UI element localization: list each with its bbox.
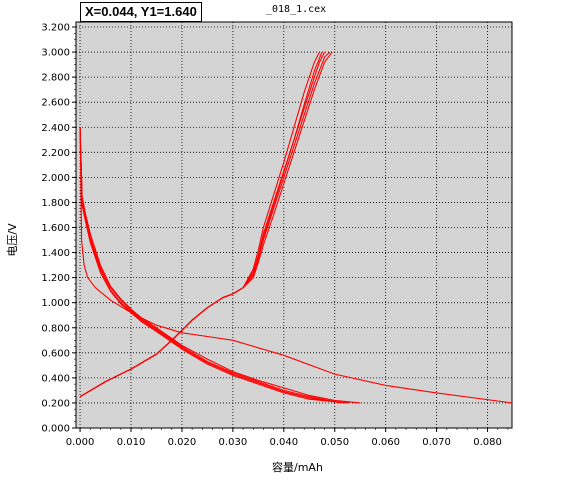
y-tick-label: 0.200 bbox=[41, 398, 70, 409]
axes: 0.000 0.010 0.020 0.030 0.040 0.050 0.060 0.070… bbox=[41, 23, 509, 448]
y-tick-label: 2.200 bbox=[41, 148, 70, 159]
y-tick-label: 0.800 bbox=[41, 323, 70, 334]
series-line-3 bbox=[79, 127, 351, 404]
y-tick-label: 1.800 bbox=[41, 198, 70, 209]
x-tick-label: 0.060 bbox=[371, 437, 400, 448]
series-line-4 bbox=[79, 127, 345, 404]
y-tick-label: 2.400 bbox=[41, 123, 70, 134]
grid-lines bbox=[76, 22, 512, 429]
x-tick-label: 0.030 bbox=[219, 437, 248, 448]
series-layer bbox=[79, 51, 513, 404]
series-line-5 bbox=[79, 127, 340, 404]
x-tick-label: 0.010 bbox=[117, 437, 146, 448]
y-tick-label: 1.400 bbox=[41, 248, 70, 259]
x-tick-label: 0.000 bbox=[66, 437, 95, 448]
y-tick-label: 2.600 bbox=[41, 98, 70, 109]
cursor-readout: X=0.044, Y1=1.640 bbox=[80, 2, 202, 22]
plot-area bbox=[75, 21, 513, 429]
y-tick-label: 1.600 bbox=[41, 223, 70, 234]
y-tick-label: 3.000 bbox=[41, 48, 70, 59]
y-tick-label: 1.000 bbox=[41, 298, 70, 309]
x-tick-label: 0.080 bbox=[473, 437, 502, 448]
series-line-10 bbox=[79, 51, 333, 398]
y-tick-label: 2.000 bbox=[41, 173, 70, 184]
x-tick-label: 0.020 bbox=[168, 437, 197, 448]
series-line-1 bbox=[79, 127, 513, 404]
x-axis-label: 容量/mAh bbox=[272, 461, 323, 474]
y-tick-label: 0.400 bbox=[41, 373, 70, 384]
y-tick-label: 3.200 bbox=[41, 23, 70, 34]
y-tick-label: 2.800 bbox=[41, 73, 70, 84]
series-line-2 bbox=[79, 127, 361, 404]
x-tick-label: 0.070 bbox=[422, 437, 451, 448]
x-tick-label: 0.040 bbox=[269, 437, 298, 448]
x-tick-label: 0.050 bbox=[320, 437, 349, 448]
y-tick-label: 0.600 bbox=[41, 348, 70, 359]
y-tick-label: 0.000 bbox=[41, 424, 70, 435]
file-name-label: _018_1.cex bbox=[266, 4, 327, 15]
y-tick-label: 1.200 bbox=[41, 273, 70, 284]
